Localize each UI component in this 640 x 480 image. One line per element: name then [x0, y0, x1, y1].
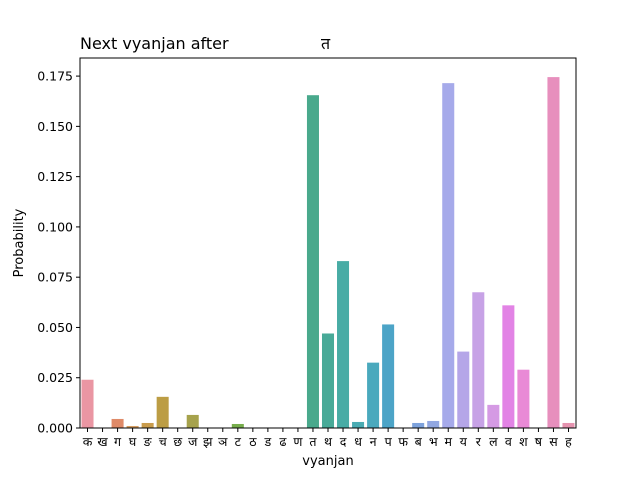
bar-7 — [186, 414, 199, 428]
bar-22 — [412, 422, 425, 428]
x-tick-label-16: थ — [324, 434, 333, 449]
x-tick-label-11: ठ — [249, 434, 257, 449]
x-tick-label-31: स — [549, 434, 558, 449]
bar-17 — [337, 261, 350, 428]
y-axis-label: Probability — [12, 208, 27, 277]
bar-24 — [442, 83, 455, 429]
x-tick-label-9: ञ — [218, 434, 228, 449]
y-tick-label-5: 0.125 — [37, 169, 73, 184]
x-tick-label-30: ष — [535, 434, 543, 449]
bar-29 — [517, 369, 530, 428]
x-tick-label-15: त — [309, 434, 317, 449]
bar-19 — [367, 362, 380, 428]
x-tick-label-17: द — [340, 434, 347, 449]
x-tick-label-14: ण — [293, 434, 303, 449]
bar-2 — [111, 418, 124, 428]
x-axis-label: vyanjan — [302, 454, 353, 469]
x-tick-label-28: व — [505, 434, 513, 449]
y-tick-label-2: 0.050 — [37, 320, 73, 335]
bar-18 — [352, 421, 365, 428]
y-tick-label-3: 0.075 — [37, 270, 73, 285]
x-tick-label-18: ध — [354, 434, 362, 449]
bar-27 — [487, 404, 500, 428]
bar-5 — [156, 396, 169, 428]
x-tick-label-7: ज — [188, 434, 198, 449]
y-tick-label-6: 0.150 — [37, 119, 73, 134]
x-tick-label-29: श — [519, 434, 528, 449]
x-tick-label-10: ट — [235, 434, 242, 449]
bar-26 — [472, 292, 485, 428]
x-tick-label-26: र — [476, 434, 482, 449]
y-tick-label-4: 0.100 — [37, 219, 73, 234]
x-tick-label-23: भ — [429, 434, 438, 449]
bar-3 — [126, 425, 139, 428]
x-tick-label-25: य — [460, 434, 468, 449]
x-tick-label-3: घ — [129, 434, 137, 449]
bar-28 — [502, 305, 515, 428]
bar-4 — [141, 422, 154, 428]
x-tick-label-8: झ — [203, 434, 213, 449]
x-tick-label-32: ह — [565, 434, 572, 449]
plot-frame — [79, 57, 577, 429]
bar-15 — [306, 95, 319, 429]
chart-title-group: Next vyanjan after त — [80, 34, 331, 53]
x-tick-label-21: फ — [398, 434, 408, 449]
bar-32 — [562, 422, 575, 428]
bar-10 — [231, 423, 244, 428]
x-tick-label-19: न — [370, 434, 378, 449]
x-tick-label-22: ब — [415, 434, 423, 449]
chart-title: Next vyanjan after — [80, 34, 229, 53]
x-tick-label-13: ढ — [279, 434, 287, 449]
bar-23 — [427, 420, 440, 428]
bar-16 — [321, 333, 335, 428]
x-tick-label-0: क — [83, 434, 93, 449]
x-tick-label-2: ग — [114, 434, 122, 449]
bar-20 — [382, 324, 395, 428]
x-tick-label-24: म — [445, 434, 453, 449]
y-tick-label-7: 0.175 — [37, 69, 73, 84]
x-tick-label-20: प — [385, 434, 393, 449]
bars-group — [81, 77, 575, 429]
x-tick-label-27: ल — [489, 434, 498, 449]
bar-31 — [547, 77, 560, 428]
x-tick-label-12: ड — [264, 434, 272, 449]
y-tick-label-0: 0.000 — [37, 421, 73, 436]
x-tick-label-5: च — [159, 434, 168, 449]
y-axis-ticks: 0.000 0.025 0.050 0.075 0.100 0.125 0.150 0.175 — [37, 69, 80, 436]
x-tick-label-4: ङ — [143, 434, 153, 449]
y-tick-label-1: 0.025 — [37, 370, 73, 385]
x-tick-label-1: ख — [97, 434, 108, 449]
bar-0 — [81, 379, 94, 428]
bar-25 — [457, 351, 470, 428]
x-tick-label-6: छ — [173, 434, 182, 449]
chart-title-char: त — [321, 34, 331, 53]
